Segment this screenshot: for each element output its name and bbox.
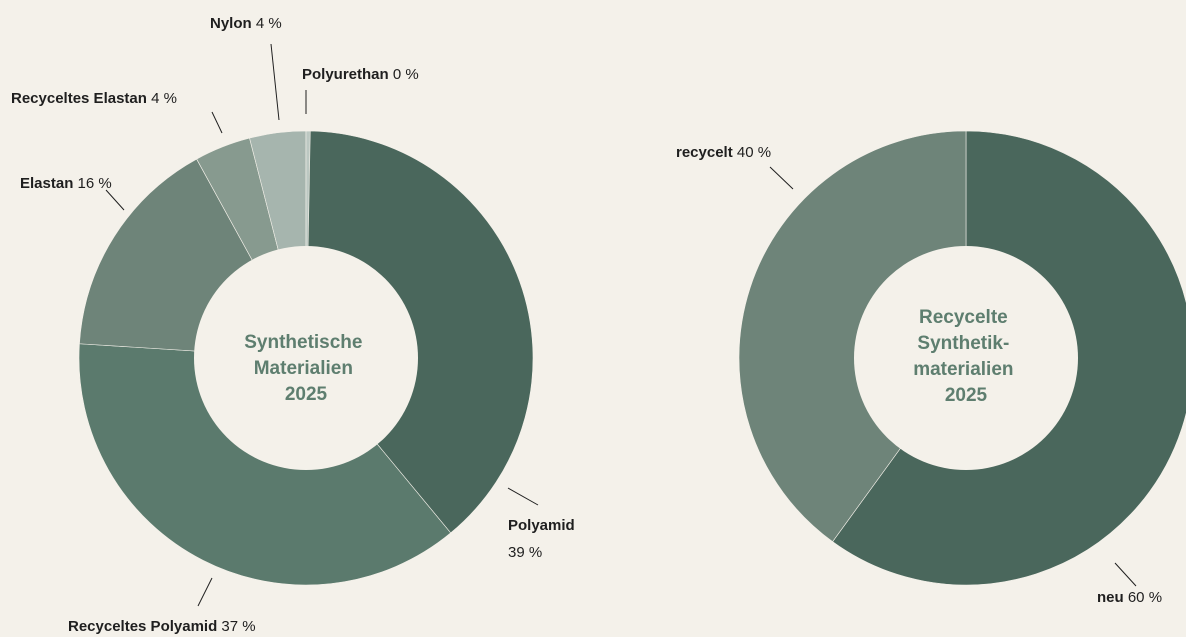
center-label-line-2: Synthetik- [917,333,1009,354]
leader-line-elastan [105,189,125,211]
leader-line-neu [1114,562,1137,587]
leader-line-recyceltes-elastan [211,111,223,134]
donut-hole [854,246,1078,470]
slice-polyamid [305,130,534,534]
center-label-line-3: materialien [913,359,1013,380]
label-polyurethan: Polyurethan 0 % [302,66,419,83]
center-label-line-1: Synthetische [244,332,362,353]
leader-line-polyamid [507,487,539,506]
svg-text:Synthetische Materialien: Synthetische Materialien 2025 [244,332,368,405]
donut-hole [194,246,418,470]
leader-line-nylon [270,43,280,121]
leader-line-recycelt [769,166,794,190]
leader-line-recyceltes-polyamid [197,577,213,607]
slice-recycelt [738,130,967,543]
svg-text:Recycelte Synthetik-: Recycelte Synthetik- materialien 2025 [913,307,1019,406]
slice-recyceltes-polyamid [78,343,452,586]
center-label-line-2: Materialien [254,358,353,379]
center-label-line-3: 2025 [285,384,328,405]
center-label-line-4: 2025 [945,385,988,406]
label-elastan: Elastan 16 % [20,175,112,192]
synthetic-materials-chart: Synthetische Materialien 2025 Polyamid 3… [11,15,579,635]
label-nylon: Nylon 4 % [210,15,282,32]
center-label-line-1: Recycelte [919,307,1008,328]
label-recyceltes-elastan: Recyceltes Elastan 4 % [11,90,177,107]
label-recycelt: recycelt 40 % [676,144,771,161]
label-polyamid: Polyamid 39 % [508,517,579,561]
label-neu: neu 60 % [1097,589,1162,606]
recycled-synthetics-chart: Recycelte Synthetik- materialien 2025 re… [676,130,1186,606]
label-recyceltes-polyamid: Recyceltes Polyamid 37 % [68,618,256,635]
